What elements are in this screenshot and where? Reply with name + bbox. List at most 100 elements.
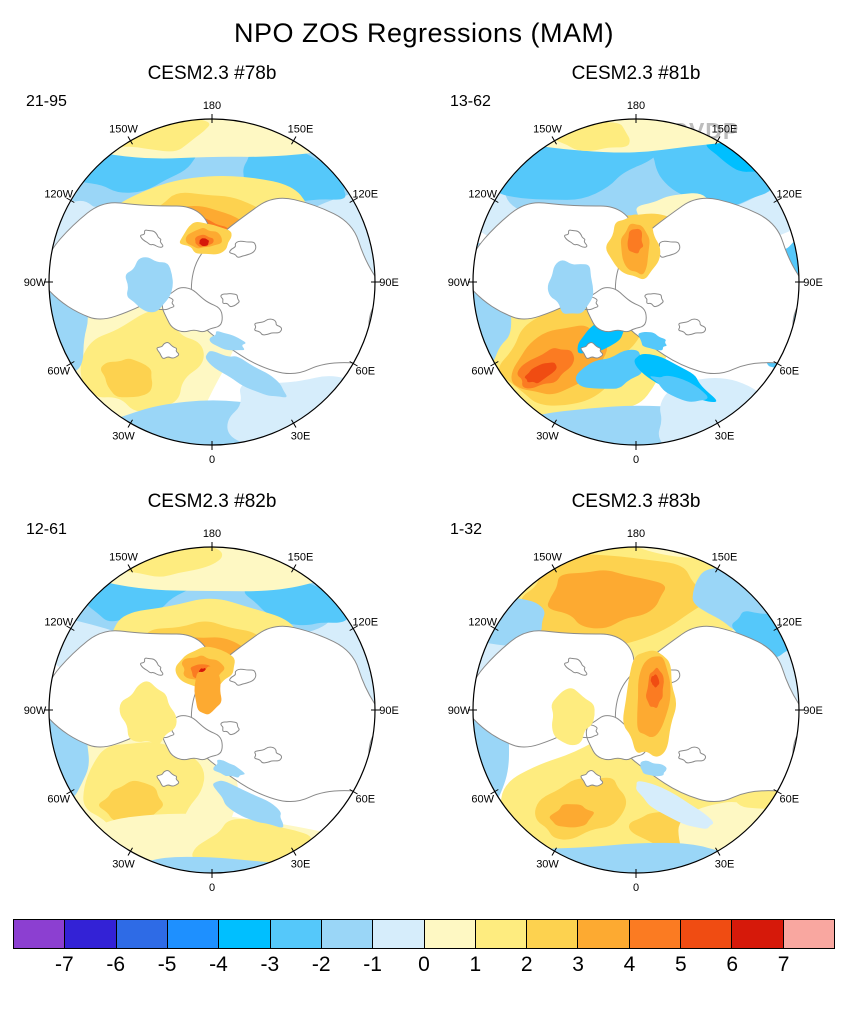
longitude-label: 90E [803,277,823,289]
longitude-tick [349,197,358,203]
colorbar-segment [321,920,374,948]
colorbar-swatches [13,919,835,949]
colorbar-tick-label: 3 [572,953,584,976]
longitude-tick [291,847,297,856]
colorbar-segment [527,920,579,948]
figure-title: NPO ZOS Regressions (MAM) [233,18,615,48]
panel-cesm2-83b: CESM2.3 #83b 1-32 180 150E 120E 90E 60E 30E 0 3… [424,491,848,903]
polar-map-83b: 180 150E 120E 90E 60E 30E 0 30W 60W 90W 120W 150W [448,528,823,894]
colorbar-tick-label: 2 [520,953,533,976]
colorbar-segment [14,920,66,948]
polar-map-81b: 180 150E 120E 90E 60E 30E 0 30W 60W 90W 120W 150W [448,100,823,466]
colorbar-tick-label: -7 [55,953,74,976]
colorbar-segment [783,920,834,948]
longitude-label: 180 [203,528,221,540]
longitude-label: 150W [109,552,138,564]
longitude-tick [349,361,358,367]
longitude-label: 60W [471,366,494,378]
longitude-label: 150E [288,552,314,564]
longitude-label: 60W [47,794,70,806]
longitude-tick [127,419,133,428]
colorbar-tick-label: 0 [418,953,430,976]
longitude-tick [127,564,133,573]
longitude-label: 0 [209,882,215,894]
panel-title: CESM2.3 #78b [147,63,277,84]
longitude-tick [715,564,721,573]
colorbar-tick-label: -5 [157,953,177,976]
longitude-tick [490,789,499,795]
panel-title: CESM2.3 #83b [571,491,701,512]
longitude-label: 180 [627,100,645,112]
colorbar-tick-label: 4 [623,953,636,976]
longitude-label: 30W [112,858,135,870]
colorbar-tick-label: -4 [209,953,228,976]
colorbar-tick-label: 5 [675,953,687,976]
panel-cesm2-78b: CESM2.3 #78b 21-95 180 150E 120E 90E 60E 30E 0… [0,63,424,475]
colorbar-segment [270,920,322,948]
panel-cesm2-81b: CESM2.3 #81b 13-62 180 150E 120E 90E 60E 30E 0… [424,63,848,475]
longitude-tick [291,419,297,428]
longitude-label: 60W [47,366,70,378]
map-graphics [49,119,375,445]
longitude-label: 90E [379,705,399,717]
longitude-label: 120E [776,189,802,201]
longitude-tick [551,136,557,145]
map-graphics [473,119,799,445]
panel-title: CESM2.3 #82b [147,491,277,512]
longitude-label: 150W [109,124,138,136]
longitude-label: 30E [715,430,735,442]
colorbar-tick-label: 7 [777,953,790,976]
polar-map-78b: 180 150E 120E 90E 60E 30E 0 30W 60W 90W 120W 150W [24,100,399,466]
colorbar-tick-label: 6 [726,953,739,976]
longitude-label: 30E [291,430,311,442]
panel-grid: CESM2.3 #78b 21-95 180 150E 120E 90E 60E 30E 0… [0,63,848,903]
longitude-label: 120E [776,617,802,629]
panel-years: 12-61 [26,521,67,538]
colorbar: -7 -6 -5 -4 -3 -2 -1 0 1 2 3 4 5 6 7 [13,919,835,979]
longitude-label: 60W [471,794,494,806]
polar-map-82b: 180 150E 120E 90E 60E 30E 0 30W 60W 90W 120W 150W [24,528,399,894]
longitude-label: 30W [536,858,559,870]
longitude-tick [715,847,721,856]
colorbar-segment [424,920,476,948]
longitude-label: 90W [448,277,471,289]
longitude-label: 90W [448,705,471,717]
panel-years: 1-32 [450,521,483,538]
longitude-label: 90W [24,705,47,717]
panel-cesm2-82b: CESM2.3 #82b 12-61 180 150E 120E 90E 60E 30E 0… [0,491,424,903]
longitude-label: 30E [715,858,735,870]
longitude-label: 150E [712,552,738,564]
longitude-tick [773,361,782,367]
colorbar-tick-label: -1 [363,953,382,976]
longitude-label: 30W [536,430,559,442]
longitude-tick [551,847,557,856]
longitude-tick [291,136,297,145]
panel-years: 13-62 [450,93,491,110]
longitude-label: 150W [533,124,562,136]
longitude-label: 60E [356,366,376,378]
longitude-tick [773,197,782,203]
colorbar-segment [578,920,630,948]
longitude-tick [66,197,75,203]
longitude-label: 0 [633,454,639,466]
longitude-tick [127,136,133,145]
longitude-label: 120W [468,189,497,201]
longitude-tick [715,419,721,428]
figure: NPO ZOS Regressions (MAM) © CVDP CESM2.3… [0,18,848,979]
longitude-label: 120W [44,189,73,201]
longitude-tick [490,361,499,367]
map-graphics [49,547,375,873]
longitude-tick [490,197,499,203]
longitude-tick [490,625,499,631]
panel-title: CESM2.3 #81b [571,63,701,84]
longitude-label: 30E [291,858,311,870]
longitude-tick [349,625,358,631]
longitude-label: 120W [468,617,497,629]
colorbar-segment [629,920,682,948]
longitude-label: 150W [533,552,562,564]
colorbar-segment [732,920,784,948]
longitude-tick [715,136,721,145]
colorbar-segment [475,920,528,948]
longitude-label: 120E [352,189,378,201]
longitude-tick [551,564,557,573]
